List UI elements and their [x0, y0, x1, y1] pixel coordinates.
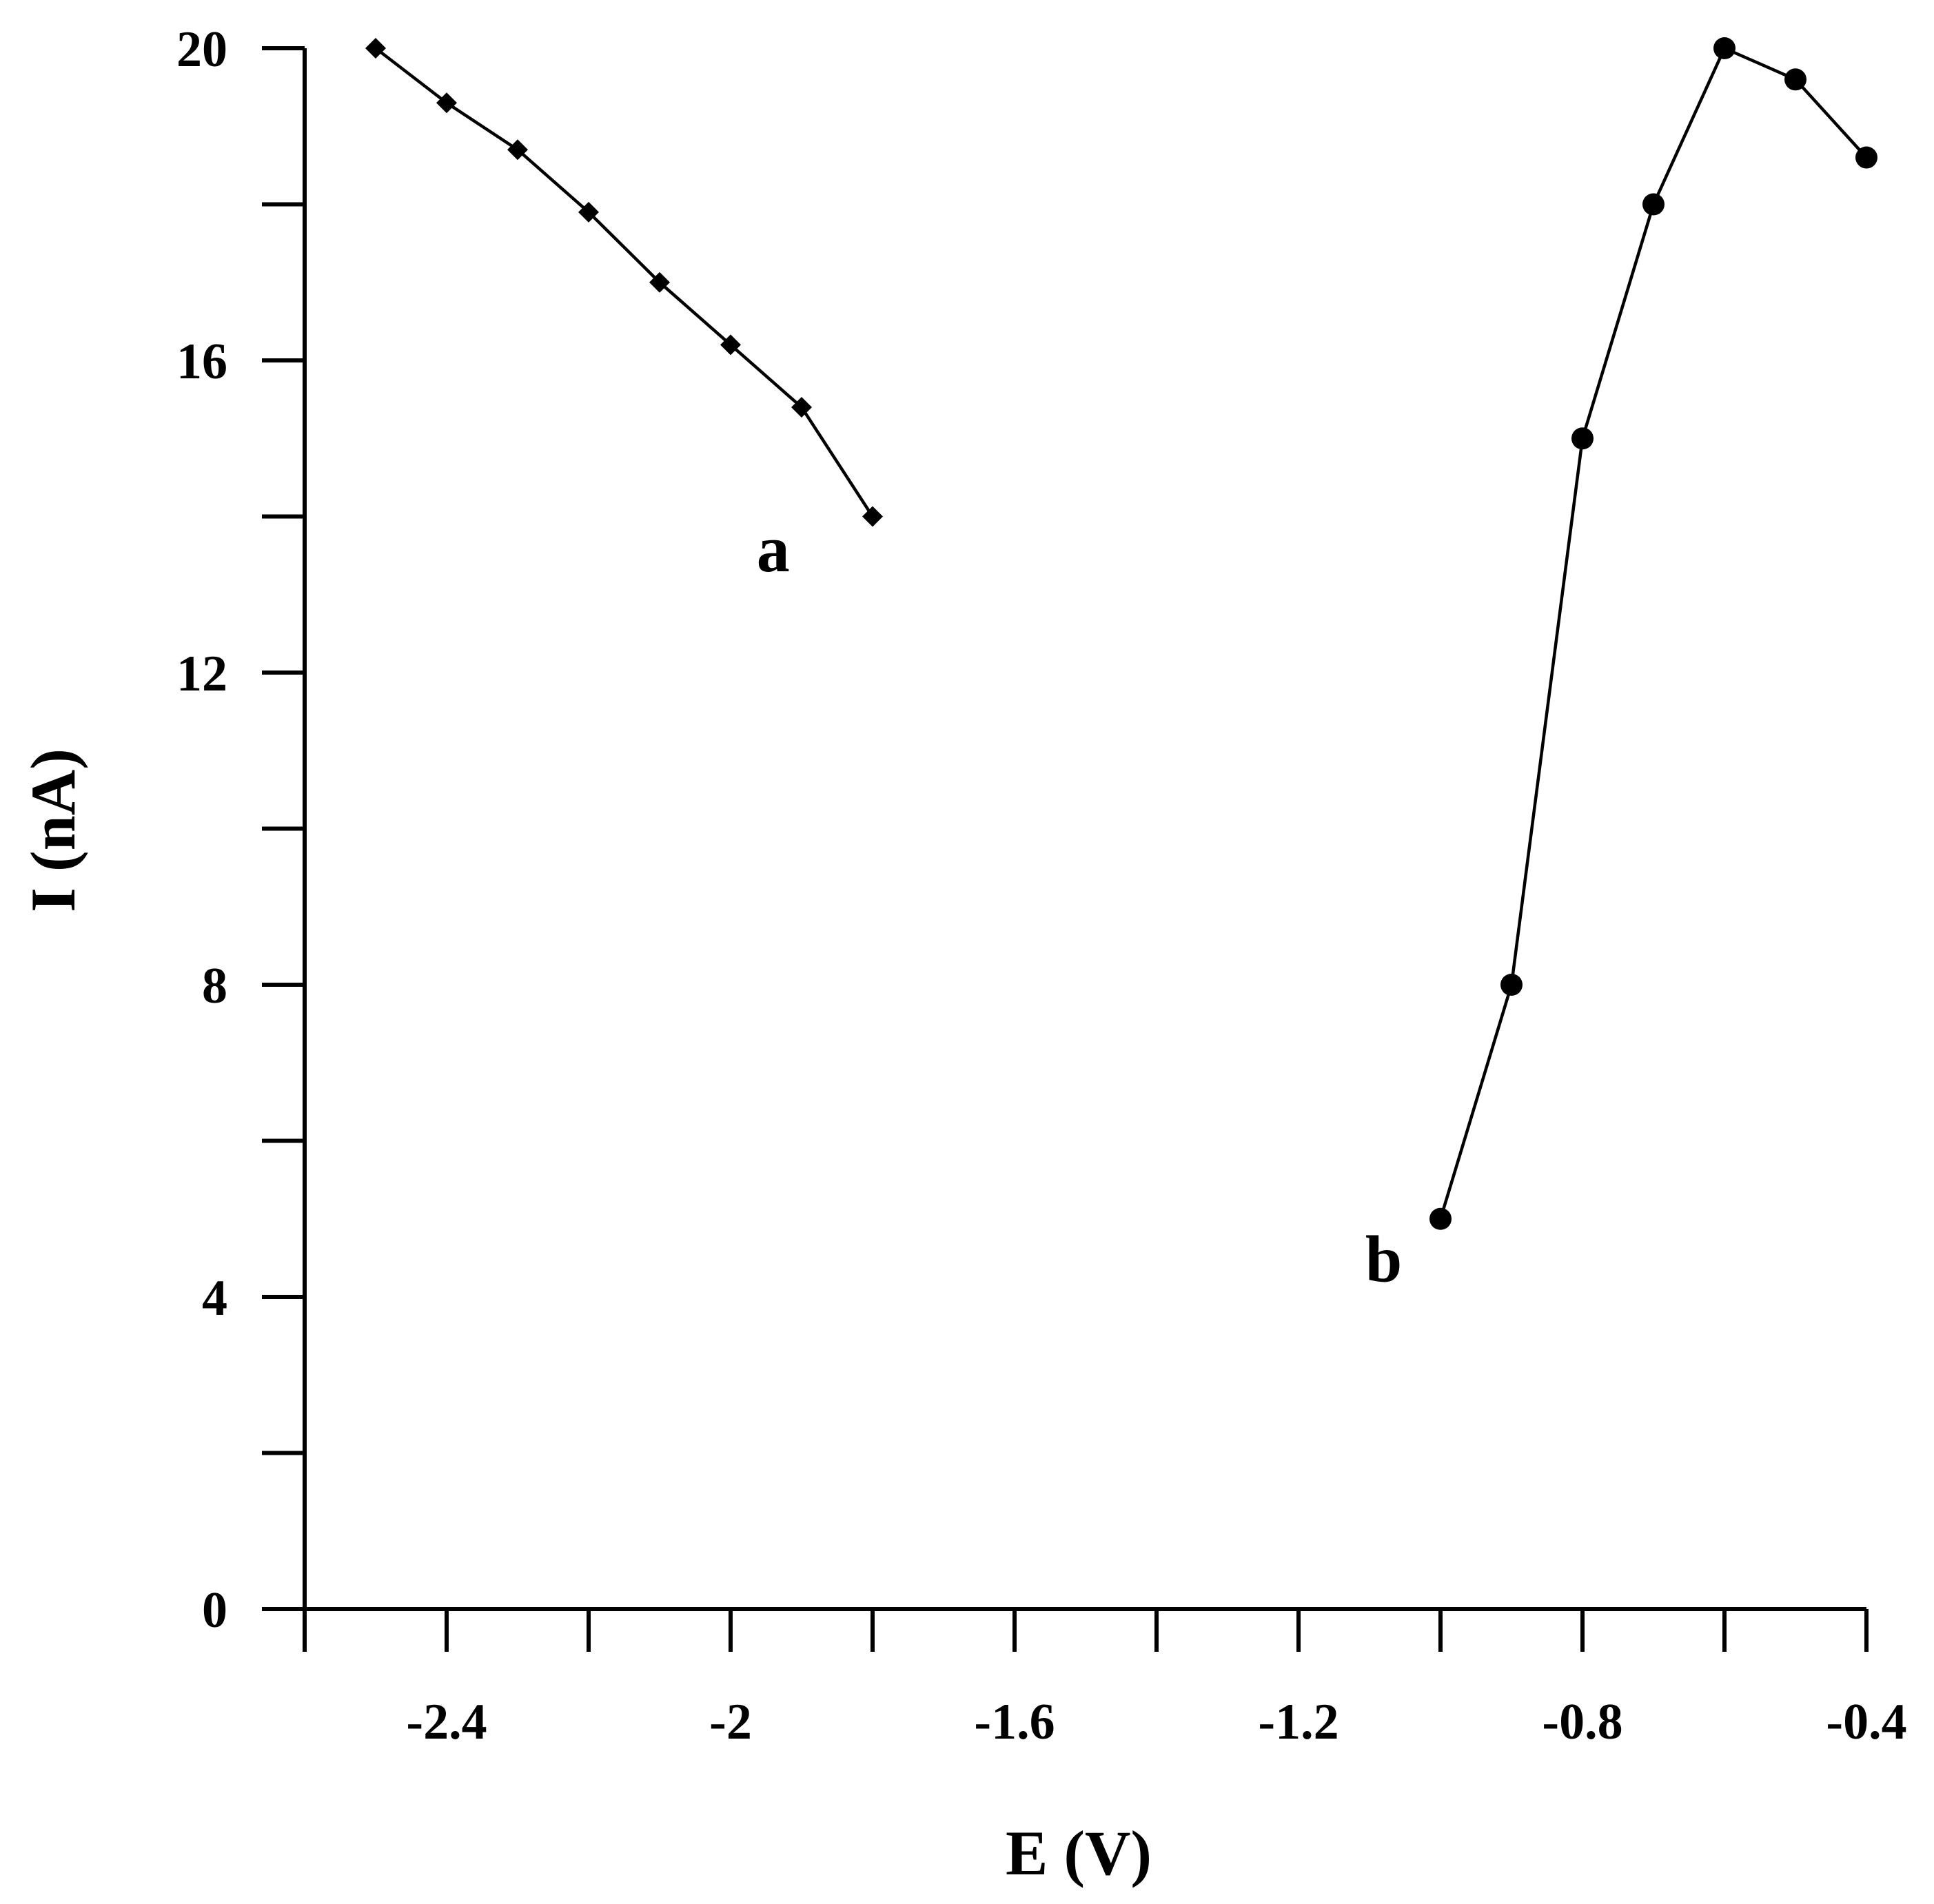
series-b-point	[1571, 427, 1594, 450]
x-tick-label: -2.4	[406, 1694, 487, 1750]
series-a-point	[649, 272, 670, 293]
x-axis-title: E (V)	[1006, 1818, 1152, 1888]
series-a-point	[720, 334, 741, 356]
series-b-label: b	[1365, 1222, 1402, 1296]
axes	[303, 48, 1866, 1611]
series-a-point	[791, 396, 812, 418]
series-a-line	[374, 47, 874, 518]
series-a-point	[578, 201, 599, 223]
y-tick-label: 16	[176, 334, 227, 390]
series-a-point	[436, 92, 457, 114]
y-tick-label: 20	[176, 21, 227, 78]
labels: E (V) I (nA) a b	[18, 512, 1402, 1888]
y-tick-label: 0	[202, 1582, 227, 1639]
y-axis-title: I (nA)	[18, 748, 88, 912]
ticks: 0 4 8 12 16 20 -2.4 -2 -1.6 -1.2 -0.8 -0.4	[176, 21, 1907, 1750]
series-a-label: a	[757, 512, 790, 586]
series-b-point	[1713, 37, 1735, 59]
series-a-point	[365, 38, 386, 59]
series	[365, 37, 1877, 1230]
series-a-point	[507, 139, 528, 161]
x-tick-label: -0.4	[1826, 1694, 1906, 1750]
series-b-point	[1642, 193, 1665, 216]
x-tick-label: -0.8	[1542, 1694, 1622, 1750]
series-a-point	[862, 506, 883, 527]
x-tick-label: -1.6	[974, 1694, 1055, 1750]
y-tick-label: 12	[176, 646, 227, 702]
series-b-line	[1438, 46, 1868, 1220]
x-tick-label: -1.2	[1258, 1694, 1338, 1750]
x-tick-label: -2	[709, 1694, 752, 1750]
series-b-point	[1784, 68, 1806, 91]
series-b-point	[1855, 146, 1877, 169]
y-tick-label: 8	[202, 958, 227, 1014]
y-tick-label: 4	[202, 1270, 227, 1327]
series-b-point	[1429, 1207, 1452, 1230]
series-b-point	[1500, 974, 1523, 996]
